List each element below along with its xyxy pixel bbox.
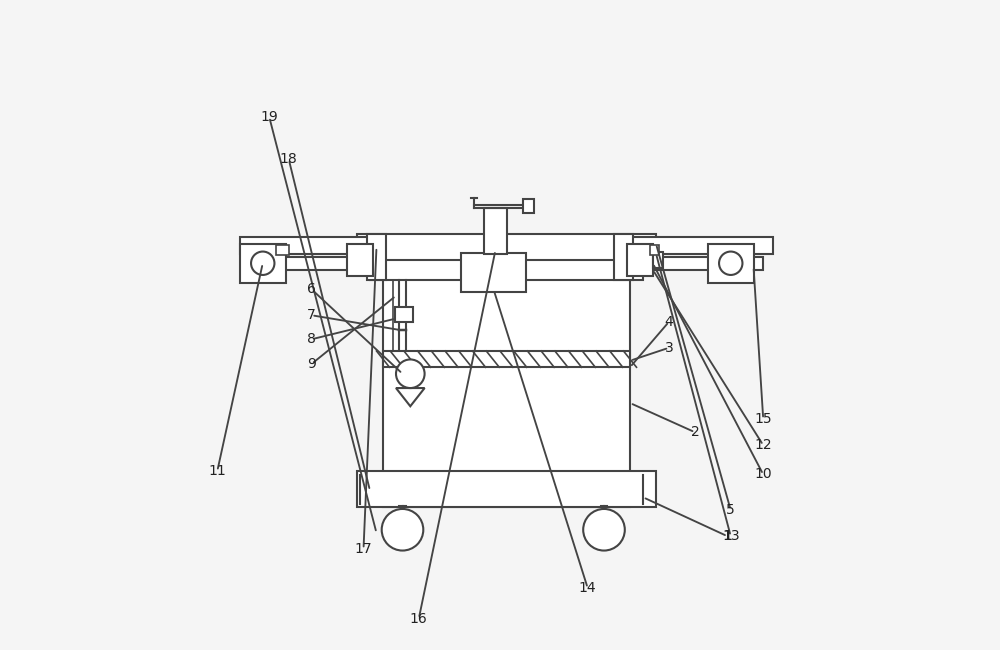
Text: 7: 7 [307,308,316,322]
Text: 1: 1 [723,529,732,543]
Text: 19: 19 [260,110,278,124]
Circle shape [583,509,625,551]
Bar [627,257,763,270]
Bar [367,234,386,280]
Text: 5: 5 [726,503,735,517]
Bar [708,244,754,283]
Circle shape [719,252,742,275]
Text: 12: 12 [754,438,772,452]
Text: 13: 13 [722,529,740,543]
Circle shape [251,252,274,275]
Bar [240,237,383,254]
Bar [395,307,413,322]
Bar [383,260,630,507]
Text: 3: 3 [665,341,673,355]
Bar [614,234,633,280]
Text: 11: 11 [208,464,226,478]
Text: 17: 17 [355,542,372,556]
Bar [650,245,659,255]
Bar [347,244,373,276]
Text: 6: 6 [307,282,316,296]
Bar [523,199,534,213]
Bar [357,471,656,507]
Bar [370,247,643,280]
Text: 14: 14 [579,581,597,595]
Circle shape [382,509,423,551]
Circle shape [396,359,425,388]
Bar [484,208,507,254]
Bar [240,244,286,283]
Text: 4: 4 [665,315,673,329]
Polygon shape [396,388,425,406]
Text: 18: 18 [280,152,298,166]
Text: 10: 10 [754,467,772,482]
Text: 2: 2 [691,425,699,439]
Bar [627,244,653,276]
Text: 15: 15 [754,412,772,426]
Bar [630,237,773,254]
Bar [653,252,662,268]
Bar [243,257,380,270]
Bar [461,254,526,292]
Bar [276,245,289,255]
Bar [383,351,630,367]
Text: 8: 8 [307,332,316,346]
Text: 9: 9 [307,357,316,371]
Bar [357,234,656,260]
Text: 16: 16 [410,612,428,626]
